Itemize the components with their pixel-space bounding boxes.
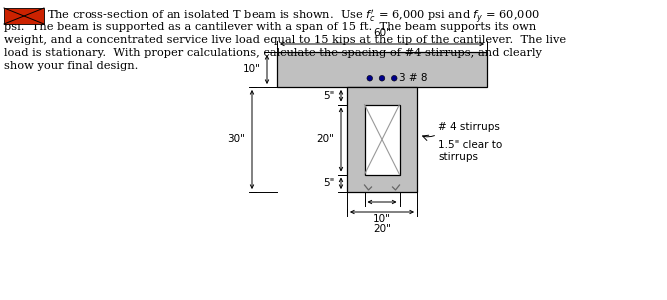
Text: 3 # 8: 3 # 8 xyxy=(399,73,428,83)
Circle shape xyxy=(392,75,397,81)
Bar xyxy=(347,87,417,192)
Bar xyxy=(364,104,400,175)
Bar xyxy=(277,52,487,87)
Text: 10": 10" xyxy=(243,64,261,74)
Text: 5": 5" xyxy=(323,178,334,188)
Text: show your final design.: show your final design. xyxy=(4,61,138,71)
Text: load is stationary.  With proper calculations, calculate the spacing of #4 stirr: load is stationary. With proper calculat… xyxy=(4,48,542,58)
Text: psi.  The beam is supported as a cantilever with a span of 15 ft.  The beam supp: psi. The beam is supported as a cantilev… xyxy=(4,22,536,32)
Text: 5": 5" xyxy=(323,91,334,101)
Text: 10": 10" xyxy=(373,214,391,224)
Bar xyxy=(4,8,44,24)
Text: 60": 60" xyxy=(373,28,391,38)
Text: 20": 20" xyxy=(317,134,334,145)
Text: 1.5" clear to
stirrups: 1.5" clear to stirrups xyxy=(438,140,502,162)
Text: 20": 20" xyxy=(373,224,391,233)
Text: # 4 stirrups: # 4 stirrups xyxy=(438,122,500,133)
Text: weight, and a concentrated service live load equal to 15 kips at the tip of the : weight, and a concentrated service live … xyxy=(4,35,566,45)
Text: The cross-section of an isolated T beam is shown.  Use $f_c^{\prime}$ = 6,000 ps: The cross-section of an isolated T beam … xyxy=(47,9,540,26)
Circle shape xyxy=(380,75,385,81)
Text: 30": 30" xyxy=(227,134,245,145)
Circle shape xyxy=(367,75,373,81)
